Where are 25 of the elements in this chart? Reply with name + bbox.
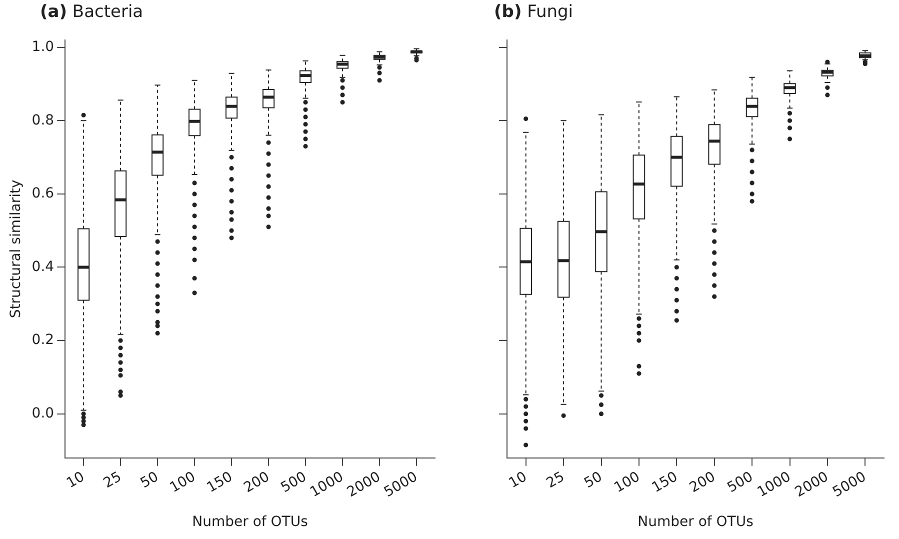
x-tick-label: 150 xyxy=(204,468,236,496)
x-tick-label: 10 xyxy=(64,468,88,492)
x-tick-label: 50 xyxy=(582,468,606,492)
y-axis-title: Structural similarity xyxy=(8,180,24,318)
x-tick-label: 150 xyxy=(649,468,680,496)
x-tick-label: 100 xyxy=(612,468,643,496)
x-tick-label: 500 xyxy=(278,468,310,496)
y-tick-label: 0.8 xyxy=(32,112,54,128)
y-tick-label: 1.0 xyxy=(32,38,54,55)
y-tick-label: 0.2 xyxy=(32,332,54,348)
x-tick-label: 200 xyxy=(687,468,718,496)
y-tick-label: 0.6 xyxy=(32,186,54,202)
chart-title: (a) Bacteria xyxy=(40,2,144,22)
chart-title: (b) Fungi xyxy=(494,2,574,22)
x-tick-label: 100 xyxy=(167,468,198,496)
x-tick-label: 10 xyxy=(506,468,530,492)
x-tick-label: 50 xyxy=(138,468,162,492)
x-tick-label: 25 xyxy=(100,468,124,492)
x-tick-label: 200 xyxy=(241,468,272,496)
x-tick-label: 25 xyxy=(544,468,568,492)
x-axis-title: Number of OTUs xyxy=(192,514,308,530)
y-tick-label: 0.0 xyxy=(32,405,54,422)
x-tick-label: 500 xyxy=(724,468,756,496)
y-tick-label: 0.4 xyxy=(32,258,54,275)
x-axis-title: Number of OTUs xyxy=(638,514,754,530)
